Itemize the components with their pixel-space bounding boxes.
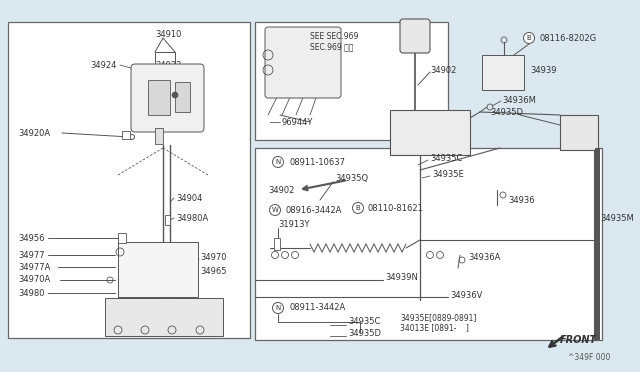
Text: FRONT: FRONT (560, 335, 597, 345)
Bar (175, 82, 190, 112)
Bar (595, 148, 600, 340)
Text: 34936: 34936 (508, 196, 534, 205)
Text: 34980A: 34980A (176, 214, 208, 222)
Text: W: W (271, 207, 278, 213)
Text: N: N (275, 159, 280, 165)
Text: 34013E [0891-    ]: 34013E [0891- ] (400, 324, 469, 333)
Text: 34935E[0889-0891]: 34935E[0889-0891] (400, 314, 476, 323)
FancyBboxPatch shape (400, 19, 430, 53)
FancyBboxPatch shape (131, 64, 204, 132)
Text: 34902: 34902 (430, 65, 456, 74)
Text: 34910: 34910 (155, 29, 181, 38)
FancyBboxPatch shape (105, 298, 223, 336)
Text: 08116-8202G: 08116-8202G (540, 33, 597, 42)
Text: ^349F 000: ^349F 000 (568, 353, 611, 362)
Text: 34935C: 34935C (348, 317, 380, 327)
Bar (122, 131, 130, 139)
Circle shape (273, 157, 284, 167)
Circle shape (172, 92, 178, 98)
FancyBboxPatch shape (118, 242, 198, 297)
Text: 34970A: 34970A (18, 276, 51, 285)
Text: 08911-10637: 08911-10637 (290, 157, 346, 167)
Text: 34977A: 34977A (18, 263, 51, 272)
Text: 31913Y: 31913Y (278, 219, 310, 228)
Bar (165, 215, 170, 225)
Text: B: B (527, 35, 531, 41)
Bar (148, 80, 170, 115)
FancyBboxPatch shape (265, 27, 341, 98)
Text: 34935M: 34935M (600, 214, 634, 222)
Circle shape (129, 135, 134, 140)
Text: 08110-81621: 08110-81621 (368, 203, 424, 212)
Text: 34956: 34956 (18, 234, 45, 243)
Text: 34920A: 34920A (18, 128, 50, 138)
Text: 34939: 34939 (530, 65, 557, 74)
Text: 34935D: 34935D (348, 328, 381, 337)
Bar (255, 22, 448, 140)
Text: SEC.969 参照: SEC.969 参照 (310, 42, 353, 51)
Text: 34904: 34904 (176, 193, 202, 202)
Circle shape (353, 202, 364, 214)
Bar (155, 128, 163, 144)
Text: 34965: 34965 (200, 267, 227, 276)
Circle shape (524, 32, 534, 44)
Text: 34924: 34924 (90, 61, 116, 70)
FancyBboxPatch shape (482, 55, 524, 90)
Text: N: N (275, 305, 280, 311)
Text: 96944Y: 96944Y (282, 118, 314, 126)
Text: B: B (356, 205, 360, 211)
Text: 34935D: 34935D (490, 108, 523, 116)
Bar (560, 115, 598, 150)
Bar (255, 148, 602, 340)
Text: 34936M: 34936M (502, 96, 536, 105)
Text: 34922: 34922 (155, 61, 181, 70)
Text: 34980: 34980 (18, 289, 45, 298)
Circle shape (269, 205, 280, 215)
Text: 08911-3442A: 08911-3442A (290, 304, 346, 312)
Text: 08916-3442A: 08916-3442A (286, 205, 342, 215)
Text: 34935C: 34935C (430, 154, 462, 163)
Text: 34970: 34970 (200, 253, 227, 263)
Text: SEE SEC.969: SEE SEC.969 (310, 32, 358, 41)
Text: 34902: 34902 (268, 186, 294, 195)
Text: 34935Q: 34935Q (335, 173, 368, 183)
FancyBboxPatch shape (390, 110, 470, 155)
Text: 34977: 34977 (18, 250, 45, 260)
Bar (118, 233, 126, 243)
Text: 34936V: 34936V (450, 291, 483, 299)
Text: 34935E: 34935E (432, 170, 464, 179)
Circle shape (273, 302, 284, 314)
Text: 34936A: 34936A (468, 253, 500, 263)
Bar (8, 22, 250, 338)
Text: 34939N: 34939N (385, 273, 418, 282)
Bar (274, 238, 280, 250)
